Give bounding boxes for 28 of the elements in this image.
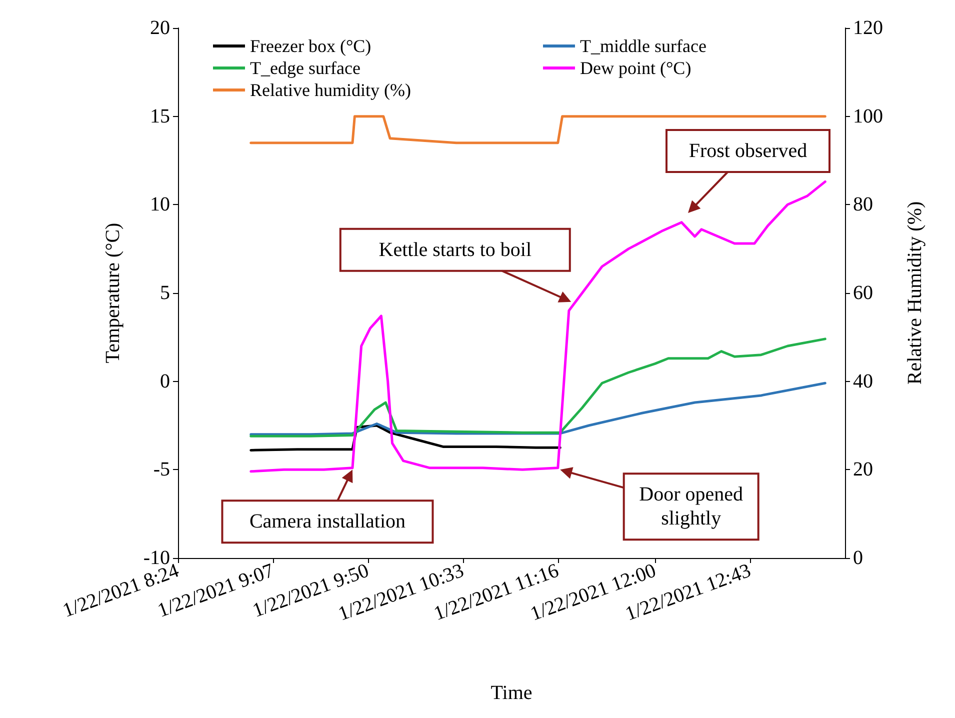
- y2-tick-label: 20: [853, 458, 873, 481]
- y-tick-label: -10: [143, 547, 170, 569]
- annotation: Frost observed: [688, 140, 808, 162]
- legend-label: Relative humidity (%): [250, 80, 411, 100]
- y-tick-label: 5: [160, 282, 170, 304]
- legend-label: Freezer box (°C): [250, 36, 372, 56]
- legend-label: T_middle surface: [580, 36, 706, 56]
- annotation: Camera installation: [249, 510, 406, 533]
- y-tick-label: 15: [150, 105, 170, 128]
- y-tick-label: 20: [150, 17, 170, 39]
- y-tick-label: 0: [160, 370, 170, 392]
- y-tick-label: -5: [153, 458, 170, 481]
- legend-label: T_edge surface: [250, 58, 360, 78]
- y2-tick-label: 80: [853, 194, 873, 216]
- y-axis-title: Temperature (°C): [102, 222, 124, 364]
- y2-tick-label: 0: [853, 547, 863, 569]
- y2-axis-title: Relative Humidity (%): [904, 201, 926, 385]
- legend-label: Dew point (°C): [580, 58, 692, 78]
- annotation: Kettle starts to boil: [378, 238, 532, 261]
- annotation: Door opened slightly: [639, 484, 744, 530]
- line-series: [250, 180, 826, 473]
- line-series: [250, 338, 826, 438]
- y2-tick-label: 120: [853, 17, 883, 39]
- y-tick-label: 10: [150, 194, 170, 216]
- y2-tick-label: 60: [853, 282, 873, 304]
- y2-tick-label: 40: [853, 370, 873, 392]
- x-axis-title: Time: [490, 682, 532, 704]
- y2-tick-label: 100: [853, 105, 883, 128]
